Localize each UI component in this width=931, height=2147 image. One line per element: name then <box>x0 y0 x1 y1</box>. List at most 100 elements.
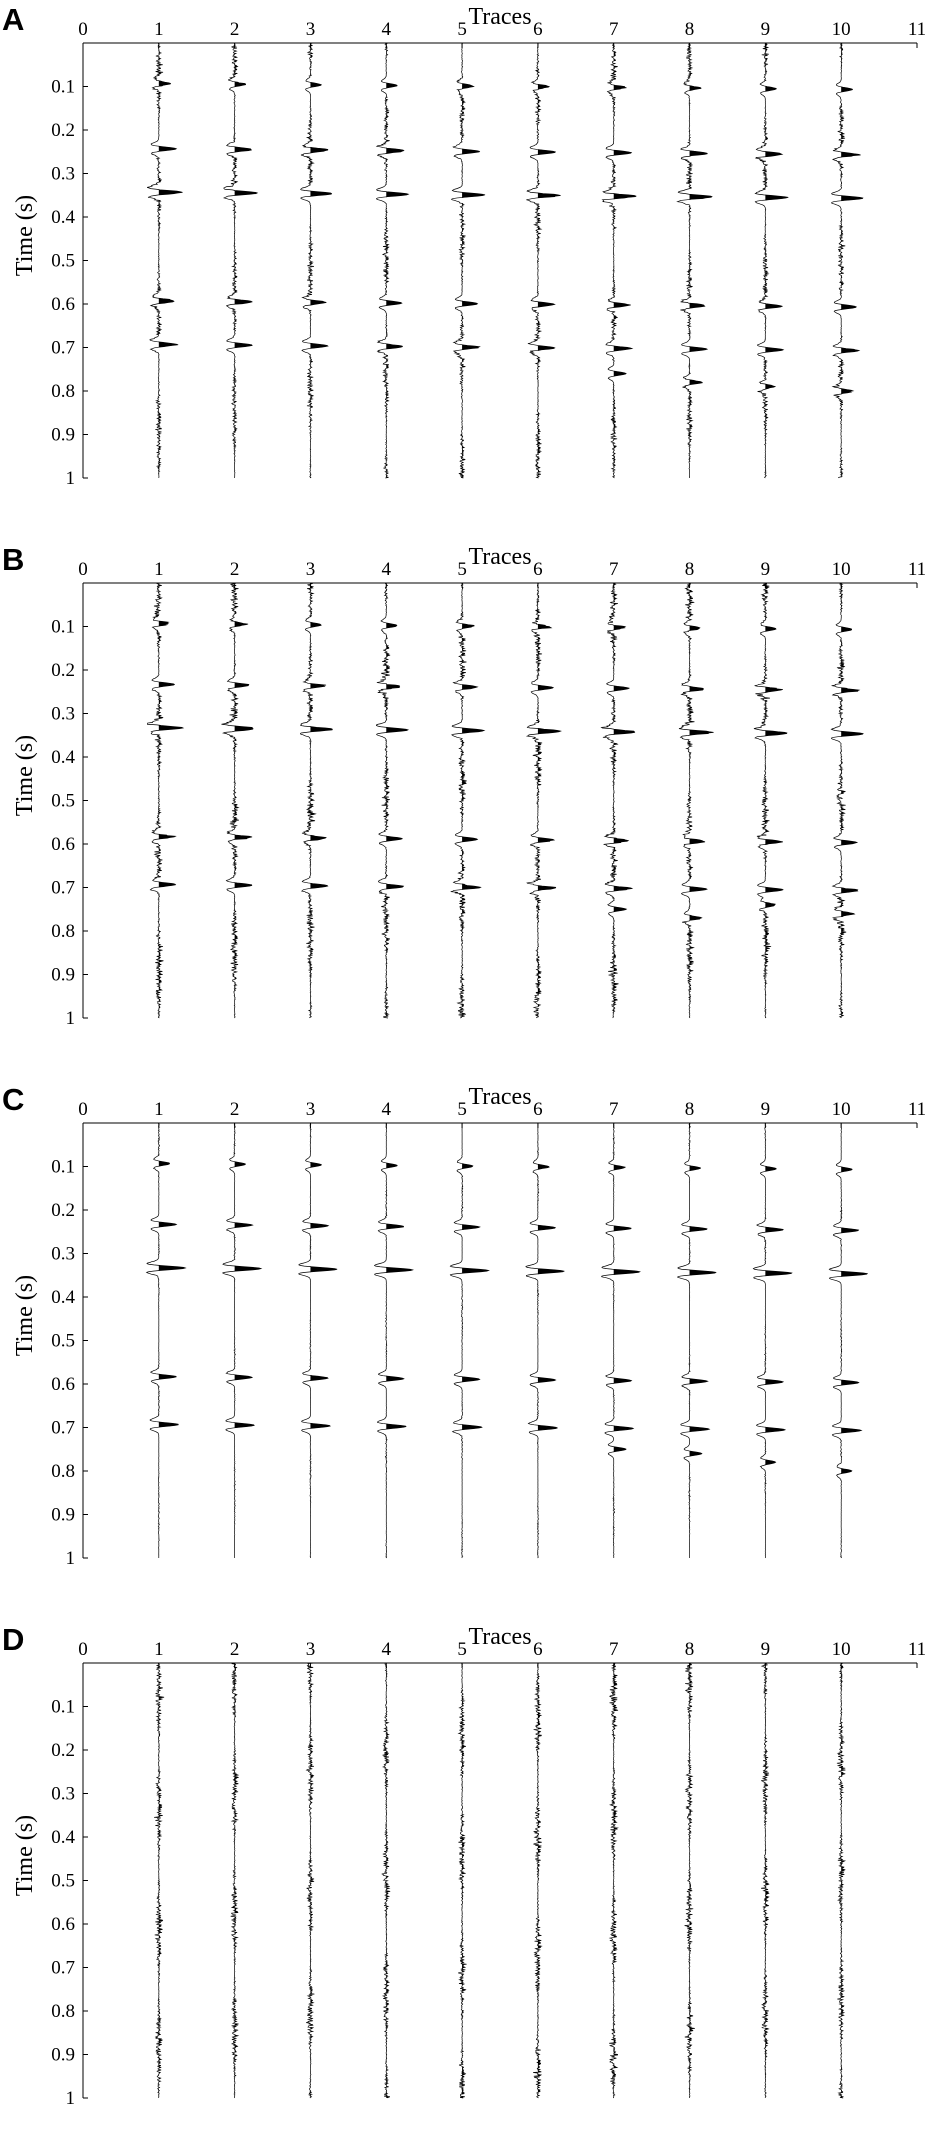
y-tick-label: 0.3 <box>51 1244 75 1265</box>
y-axis-title: Time (s) <box>12 195 38 276</box>
y-tick-label: 1 <box>66 468 76 489</box>
x-tick-label: 3 <box>306 19 316 40</box>
trace-wiggle <box>305 1662 315 2099</box>
x-tick-label: 7 <box>609 559 619 580</box>
x-tick-label: 5 <box>457 1639 467 1660</box>
trace-fill <box>310 583 333 1018</box>
trace-wiggle <box>752 1122 793 1559</box>
x-axis-title: Traces <box>468 544 531 570</box>
trace-fill <box>765 583 787 1018</box>
x-tick-label: 7 <box>609 1099 619 1120</box>
trace-wiggle <box>836 1662 846 2099</box>
trace-wiggle <box>760 1662 770 2099</box>
trace-wiggle <box>298 1122 338 1559</box>
x-tick-label: 4 <box>382 1099 392 1120</box>
trace-wiggle <box>146 42 183 479</box>
x-tick-label: 5 <box>457 559 467 580</box>
trace-fill <box>689 583 714 1018</box>
trace-wiggle <box>376 582 410 1019</box>
trace-wiggle <box>678 582 714 1019</box>
x-tick-label: 2 <box>230 1639 240 1660</box>
trace-fill <box>158 1123 186 1558</box>
x-tick-label: 2 <box>230 559 240 580</box>
trace-fill <box>689 1123 716 1558</box>
panel-label: A <box>2 2 25 37</box>
x-tick-label: 10 <box>832 1639 851 1660</box>
x-tick-label: 11 <box>908 19 926 40</box>
trace-fill <box>613 43 637 478</box>
y-tick-label: 0.5 <box>51 791 75 812</box>
seismic-plot-a: 0 1 2 3 4 5 6 7 8 9 10 11 Traces 0.1 0.2 0.3 0.4 0.5 0.6 0.… <box>12 4 926 489</box>
y-tick-label: 0.5 <box>51 1331 75 1352</box>
y-tick-label: 0.3 <box>51 164 75 185</box>
panel-d: D 0 1 2 3 4 5 6 7 8 9 10 11 Traces 0.1 0.2 0.3 0.4 0.5 0.6… <box>0 1620 931 2147</box>
trace-wiggle <box>753 582 788 1019</box>
trace-fill <box>310 1123 338 1558</box>
panel-b: B 0 1 2 3 4 5 6 7 8 9 10 11 Traces 0.1 0.2 0.3 0.4 0.5 0.6… <box>0 540 931 1067</box>
trace-fill <box>158 43 183 478</box>
y-tick-label: 0.6 <box>51 1374 75 1395</box>
trace-fill <box>310 43 332 478</box>
trace-wiggle <box>221 1122 263 1559</box>
panel-label: B <box>2 542 25 577</box>
x-axis-title: Traces <box>468 4 531 30</box>
y-tick-label: 0.5 <box>51 1871 75 1892</box>
trace-fill <box>462 1123 489 1558</box>
panel-a: A 0 1 2 3 4 5 6 7 8 9 10 11 Traces 0.1 0.2 0.3 0.4 0.5 0.6… <box>0 0 931 527</box>
y-tick-label: 0.2 <box>51 120 75 141</box>
trace-fill <box>537 583 561 1018</box>
y-tick-label: 0.9 <box>51 425 75 446</box>
x-tick-label: 6 <box>533 19 543 40</box>
trace-fill <box>613 583 635 1018</box>
x-tick-label: 2 <box>230 19 240 40</box>
trace-wiggle <box>299 582 333 1019</box>
y-tick-label: 0.7 <box>51 1418 75 1439</box>
trace-wiggle <box>676 42 713 479</box>
y-tick-label: 0.8 <box>51 2001 75 2022</box>
x-tick-label: 0 <box>78 19 88 40</box>
trace-wiggle <box>754 42 789 479</box>
trace-fill <box>386 1123 413 1558</box>
x-tick-label: 8 <box>685 1639 695 1660</box>
y-tick-label: 0.4 <box>51 1827 75 1848</box>
trace-fill <box>234 43 258 478</box>
y-tick-label: 0.8 <box>51 381 75 402</box>
y-tick-label: 0.6 <box>51 294 75 315</box>
trace-wiggle <box>457 1662 467 2099</box>
trace-wiggle <box>601 1122 641 1559</box>
seismic-plot-b: 0 1 2 3 4 5 6 7 8 9 10 11 Traces 0.1 0.2 0.3 0.4 0.5 0.6 0.… <box>12 544 926 1029</box>
trace-fill <box>234 1123 262 1558</box>
trace-fill <box>537 1123 564 1558</box>
x-tick-label: 6 <box>533 559 543 580</box>
trace-wiggle <box>222 42 259 479</box>
x-tick-label: 7 <box>609 1639 619 1660</box>
x-tick-label: 7 <box>609 19 619 40</box>
trace-wiggle <box>830 42 864 479</box>
x-tick-label: 2 <box>230 1099 240 1120</box>
y-tick-label: 0.9 <box>51 1505 75 1526</box>
y-tick-label: 0.5 <box>51 251 75 272</box>
y-axis-title: Time (s) <box>12 1815 38 1896</box>
x-tick-label: 8 <box>685 19 695 40</box>
x-tick-label: 4 <box>382 19 392 40</box>
y-tick-label: 0.8 <box>51 1461 75 1482</box>
seismic-plot-c: 0 1 2 3 4 5 6 7 8 9 10 11 Traces 0.1 0.2 0.3 0.4 0.5 0.6 0.… <box>12 1084 926 1569</box>
x-tick-label: 0 <box>78 1639 88 1660</box>
panel-label: C <box>2 1082 25 1117</box>
trace-wiggle <box>145 1122 187 1559</box>
trace-wiggle <box>828 1122 869 1559</box>
seismic-plot-d: 0 1 2 3 4 5 6 7 8 9 10 11 Traces 0.1 0.2 0.3 0.4 0.5 0.6 0.… <box>12 1624 926 2109</box>
trace-wiggle <box>450 582 486 1019</box>
panel-label: D <box>2 1622 25 1657</box>
x-axis-title: Traces <box>468 1624 531 1650</box>
trace-fill <box>158 583 184 1018</box>
y-tick-label: 0.1 <box>51 77 75 98</box>
y-tick-label: 0.7 <box>51 878 75 899</box>
trace-wiggle <box>221 582 254 1019</box>
trace-wiggle <box>154 1662 165 2099</box>
x-tick-label: 5 <box>457 1099 467 1120</box>
trace-fill <box>386 583 409 1018</box>
trace-wiggle <box>526 42 561 479</box>
x-tick-label: 6 <box>533 1639 543 1660</box>
y-tick-label: 0.2 <box>51 1200 75 1221</box>
